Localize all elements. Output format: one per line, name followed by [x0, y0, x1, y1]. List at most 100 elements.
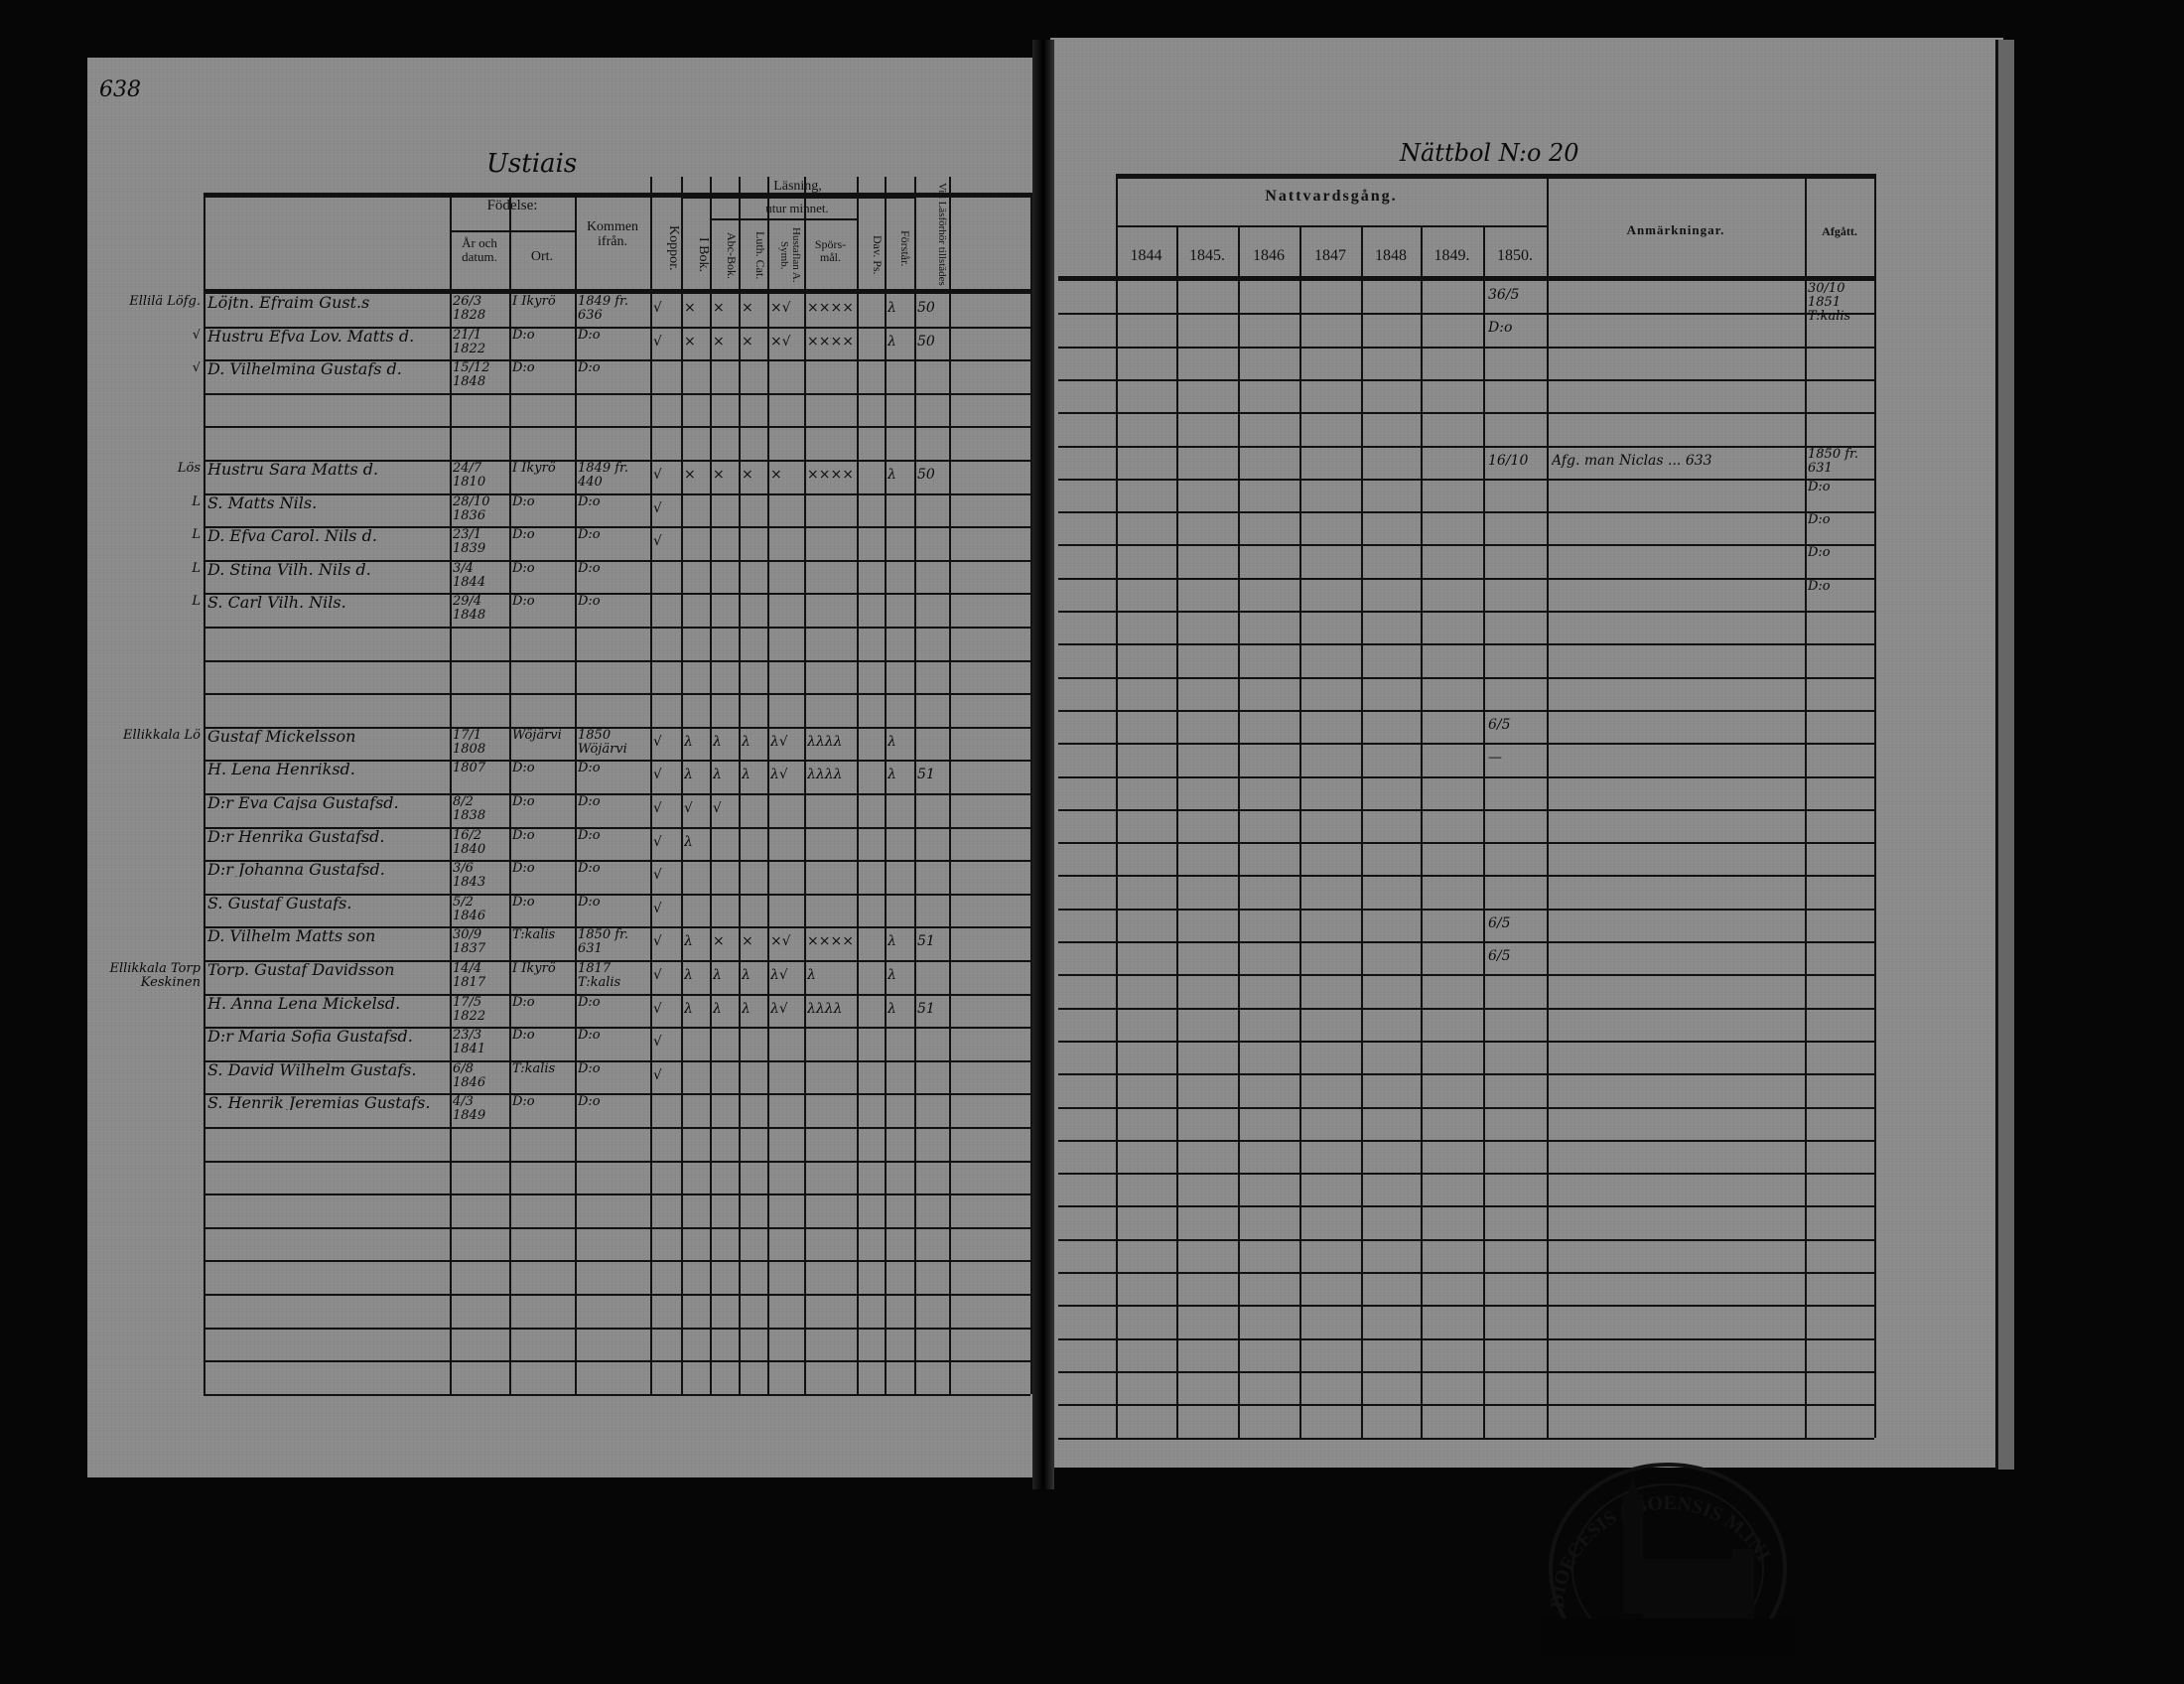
row-rule — [204, 860, 1030, 863]
cell-abe: × — [713, 301, 725, 316]
row-margin-note: Lös — [177, 462, 201, 476]
cell-vid: 50 — [917, 468, 935, 483]
header-sporsmal: Spörs-mål. — [814, 237, 847, 264]
header-vid-lasforhor: Vid Läsförhör tillstädes — [936, 183, 948, 286]
row-rule — [204, 1327, 1030, 1330]
cell-date: 3/4 1844 — [453, 561, 486, 590]
cell-spors: λλλλ — [807, 768, 843, 783]
right-page-title: Nättbol N:o 20 — [1400, 139, 1579, 167]
cell-kopp: √ — [653, 1067, 662, 1083]
cell-ort: D:o — [512, 828, 535, 843]
cell-kommen: 1850 Wöjärvi — [578, 728, 627, 757]
cell-abe: λ — [713, 734, 722, 750]
row-rule — [1058, 1139, 1874, 1142]
column-rule — [857, 177, 859, 1394]
cell-ort: D:o — [512, 1095, 535, 1110]
cell-kommen: D:o — [578, 762, 601, 776]
row-margin-note: Ellilä Löfg. — [129, 295, 201, 309]
cell-name: D:r Maria Sofia Gustafsd. — [207, 1029, 413, 1045]
cell-forsl: λ — [887, 734, 896, 750]
column-rule — [1238, 225, 1240, 1438]
cell-name: S. Matts Nils. — [207, 494, 318, 510]
cell-kommen: D:o — [578, 828, 601, 843]
row-rule — [204, 793, 1030, 795]
row-rule — [1058, 346, 1874, 349]
cell-kommen: D:o — [578, 1095, 601, 1110]
cell-ort: D:o — [512, 995, 535, 1010]
cell-ibok: λ — [684, 1001, 693, 1017]
cell-luth: × — [742, 334, 753, 350]
column-rule — [1116, 174, 1118, 1438]
row-rule — [204, 960, 1030, 962]
left-page-title: Ustiais — [486, 149, 578, 179]
cell-ort: I Ikyrö — [512, 295, 556, 309]
cell-date: 14/4 1817 — [453, 962, 486, 990]
row-rule — [1058, 941, 1874, 943]
cell-ibok: λ — [684, 768, 693, 783]
cell-ort: D:o — [512, 528, 535, 543]
table-rule — [450, 230, 575, 232]
cell-kopp: √ — [653, 334, 662, 350]
row-rule — [1058, 313, 1874, 316]
cell-afgatt: 30/10 1851 T:kalis — [1808, 282, 1851, 324]
row-margin-note: L — [192, 494, 201, 509]
row-rule — [1058, 1007, 1874, 1010]
year-header: 1847 — [1314, 247, 1346, 264]
cell-spors: ×××× — [807, 301, 854, 316]
row-rule — [204, 559, 1030, 562]
cell-y1850: 6/5 — [1488, 949, 1511, 964]
row-rule — [204, 627, 1030, 629]
cell-kopp: √ — [653, 500, 662, 516]
cell-name: D:r Henrika Gustafsd. — [207, 828, 385, 844]
row-rule — [204, 526, 1030, 529]
table-rule — [710, 218, 857, 220]
cell-ibok: × — [684, 334, 696, 350]
table-rule — [681, 197, 914, 199]
cell-hust: × — [770, 468, 782, 483]
table-rule — [1116, 174, 1874, 179]
cell-ibok: λ — [684, 968, 693, 983]
cell-kommen: D:o — [578, 361, 601, 376]
column-rule — [949, 177, 951, 1394]
cell-kopp: √ — [653, 868, 662, 884]
cell-date: 17/1 1808 — [453, 728, 486, 757]
cell-kommen: D:o — [578, 561, 601, 576]
row-rule — [1058, 1272, 1874, 1274]
row-rule — [204, 1226, 1030, 1229]
row-rule — [204, 760, 1030, 763]
cell-luth: × — [742, 468, 753, 483]
cell-hust: λ√ — [770, 734, 788, 750]
row-rule — [1058, 842, 1874, 845]
row-rule — [204, 693, 1030, 696]
cell-date: 1807 — [453, 762, 486, 776]
cell-kommen: D:o — [578, 528, 601, 543]
cell-ort: D:o — [512, 328, 535, 343]
column-rule — [204, 193, 205, 1394]
cell-name: D. Stina Vilh. Nils d. — [207, 561, 371, 577]
cathedral-icon — [1623, 1474, 1754, 1618]
column-rule — [885, 177, 887, 1394]
header-dav-ps: Dav. Ps. — [871, 235, 884, 275]
row-rule — [1058, 1238, 1874, 1241]
header-hustaflan: Hustaflan A. Symb. — [778, 227, 802, 283]
header-forstar: Förstår. — [898, 229, 911, 267]
cell-luth: × — [742, 934, 753, 950]
cell-kopp: √ — [653, 734, 662, 750]
row-rule — [204, 392, 1030, 395]
cell-y1850: 36/5 — [1488, 288, 1520, 303]
page-number: 638 — [99, 77, 141, 102]
header-lasning: Läsning, — [773, 179, 822, 194]
year-header: 1844 — [1130, 247, 1162, 264]
cell-y1850: 6/5 — [1488, 717, 1511, 733]
row-rule — [204, 492, 1030, 495]
row-rule — [204, 1127, 1030, 1129]
cell-name: S. Henrik Jeremias Gustafs. — [207, 1095, 431, 1111]
header-fodelse: Födelse: — [486, 198, 538, 213]
cell-name: Hustru Efva Lov. Matts d. — [207, 328, 415, 344]
cell-forsl: λ — [887, 301, 896, 316]
table-rule — [204, 289, 1030, 294]
cell-date: 26/3 1828 — [453, 295, 486, 323]
cell-name: D. Efva Carol. Nils d. — [207, 528, 377, 544]
cell-kopp: √ — [653, 1035, 662, 1051]
